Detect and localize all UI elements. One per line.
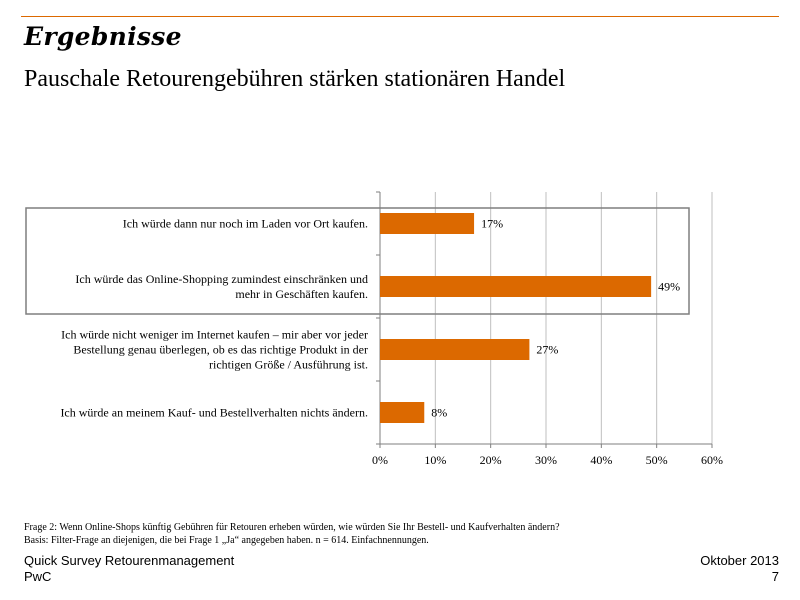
x-tick-label: 20%: [480, 453, 502, 467]
footer-date: Oktober 2013: [700, 553, 779, 568]
x-tick-label: 30%: [535, 453, 557, 467]
category-label: mehr in Geschäften kaufen.: [235, 287, 368, 301]
category-label: Ich würde nicht weniger im Internet kauf…: [61, 328, 368, 342]
bar-value-label: 8%: [431, 406, 447, 420]
category-label: Ich würde an meinem Kauf- und Bestellver…: [60, 406, 368, 420]
category-label: richtigen Größe / Ausführung ist.: [209, 358, 368, 372]
bar: [380, 276, 652, 297]
top-accent-line: [21, 16, 779, 17]
footnote-basis: Basis: Filter-Frage an diejenigen, die b…: [24, 535, 429, 546]
footer-page-number: 7: [771, 569, 779, 584]
bar: [380, 402, 425, 423]
category-label: Bestellung genau überlegen, ob es das ri…: [73, 343, 368, 357]
footer-company: PwC: [24, 569, 52, 584]
footer-report-name: Quick Survey Retourenmanagement: [24, 553, 235, 568]
bar: [380, 213, 475, 234]
page-subtitle: Pauschale Retourengebühren stärken stati…: [24, 66, 566, 92]
x-tick-label: 50%: [646, 453, 668, 467]
x-tick-label: 10%: [424, 453, 446, 467]
bar: [380, 339, 530, 360]
x-tick-label: 60%: [701, 453, 723, 467]
footnote-question: Frage 2: Wenn Online-Shops künftig Gebüh…: [24, 522, 560, 533]
page-title: Ergebnisse: [24, 22, 182, 51]
category-label: Ich würde dann nur noch im Laden vor Ort…: [123, 217, 368, 231]
x-tick-label: 0%: [372, 453, 388, 467]
bar-value-label: 27%: [536, 343, 558, 357]
x-tick-label: 40%: [590, 453, 612, 467]
category-label: Ich würde das Online-Shopping zumindest …: [75, 272, 368, 286]
highlight-box: [25, 207, 690, 315]
bar-value-label: 17%: [481, 217, 503, 231]
bar-value-label: 49%: [658, 280, 680, 294]
